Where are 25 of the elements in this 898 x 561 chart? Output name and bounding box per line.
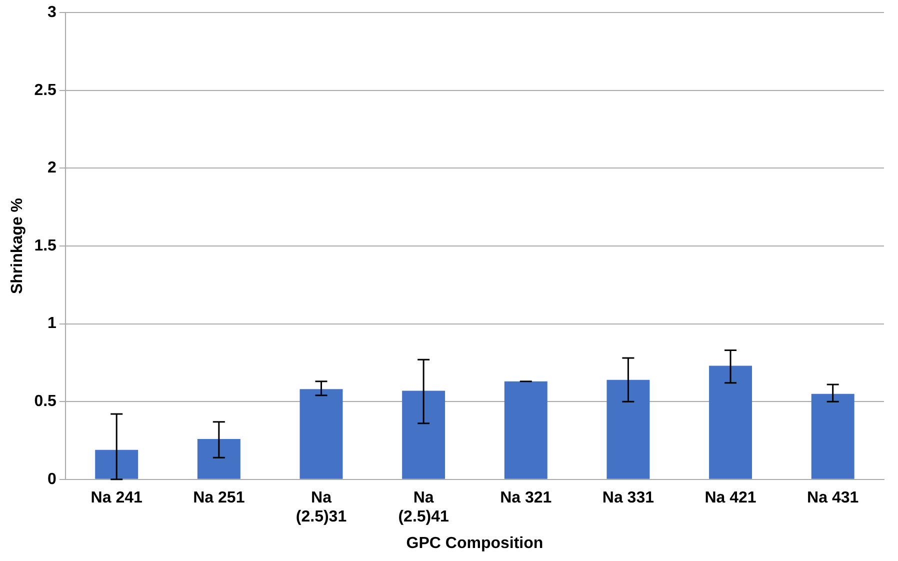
y-axis-title: Shrinkage % [9, 198, 26, 294]
y-tick-label: 3 [48, 4, 57, 22]
x-tick-label: Na 331 [602, 489, 654, 506]
x-tick-label: Na (2.5)41 [398, 489, 450, 526]
x-tick-label: Na 321 [500, 489, 552, 506]
bar [811, 394, 854, 479]
bar [709, 366, 752, 479]
y-tick-label: 1 [48, 315, 57, 332]
x-axis-title: GPC Composition [406, 534, 544, 552]
x-tick-label: Na 241 [90, 489, 142, 506]
y-tick-label: 1.5 [34, 237, 57, 254]
x-tick-label: Na 421 [704, 489, 756, 506]
bar [197, 438, 240, 479]
bar [504, 381, 548, 479]
y-tick-label: 2.5 [34, 82, 57, 99]
y-tick-label: 2 [48, 160, 57, 177]
y-tick-label: 0.5 [34, 393, 57, 410]
bar [300, 389, 343, 479]
bar [606, 380, 650, 479]
bar [402, 390, 446, 479]
y-tick-label: 0 [48, 470, 57, 488]
x-tick-label: Na (2.5)31 [296, 489, 347, 526]
x-tick-label: Na 431 [807, 489, 859, 506]
x-tick-label: Na 251 [193, 489, 245, 506]
bar [95, 450, 138, 479]
